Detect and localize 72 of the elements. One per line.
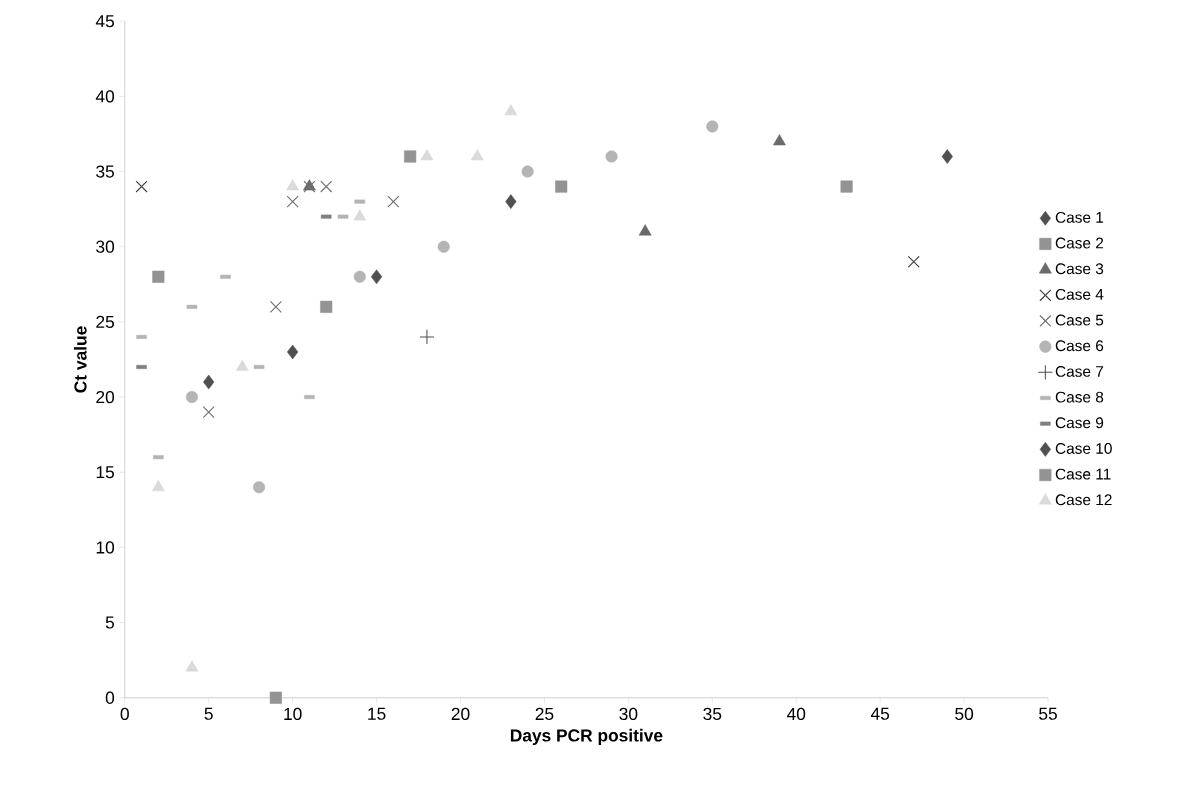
- point: [353, 209, 367, 221]
- y-tick-label: 0: [105, 691, 115, 704]
- legend-label: Case 6: [1055, 340, 1104, 351]
- legend-label: Case 1: [1055, 211, 1104, 223]
- x-tick-label: 50: [955, 707, 974, 720]
- point: [286, 179, 300, 191]
- point: [320, 180, 333, 193]
- legend-label: Case 4: [1055, 288, 1104, 300]
- point: [269, 691, 282, 704]
- point: [151, 479, 165, 491]
- x-tick-label: 40: [786, 707, 806, 720]
- point: [203, 374, 215, 390]
- legend-label: Case 8: [1055, 391, 1104, 403]
- y-tick-label: 25: [96, 315, 115, 328]
- point: [320, 300, 333, 313]
- point: [202, 405, 215, 418]
- point: [437, 240, 450, 253]
- y-tick-label: 35: [96, 165, 115, 178]
- point: [419, 329, 435, 345]
- x-tick-label: 10: [284, 707, 302, 720]
- point: [521, 165, 534, 178]
- x-tick-label: 20: [451, 707, 470, 720]
- point: [135, 180, 148, 193]
- y-tick-label: 45: [95, 14, 115, 28]
- point: [555, 180, 568, 193]
- point: [185, 660, 199, 672]
- point: [605, 150, 618, 163]
- point: [420, 148, 434, 161]
- legend-label: Case 11: [1055, 468, 1111, 480]
- point: [404, 150, 417, 163]
- point: [353, 270, 366, 283]
- y-tick-label: 40: [95, 90, 115, 103]
- point: [286, 195, 299, 208]
- x-axis-title: Days PCR positive: [510, 728, 663, 745]
- point: [638, 224, 652, 236]
- legend-label: Case 5: [1055, 314, 1104, 326]
- y-axis-title: Ct value: [73, 326, 87, 393]
- point: [470, 148, 484, 161]
- legend-label: Case 7: [1055, 365, 1104, 377]
- point: [505, 194, 517, 209]
- x-tick-label: 35: [703, 707, 722, 720]
- x-tick-label: 25: [535, 707, 554, 720]
- legend-label: Case 3: [1055, 263, 1104, 274]
- point: [253, 481, 266, 494]
- point: [185, 390, 198, 403]
- point: [840, 180, 853, 193]
- legend-label: Case 10: [1055, 442, 1112, 454]
- point: [941, 148, 953, 164]
- legend-label: Case 2: [1055, 237, 1104, 249]
- x-tick-label: 15: [368, 707, 386, 720]
- point: [287, 344, 299, 360]
- point: [152, 270, 165, 283]
- x-tick-label: 5: [204, 707, 213, 720]
- x-tick-label: 55: [1039, 707, 1057, 720]
- x-tick-label: 45: [870, 707, 890, 720]
- y-tick-label: 10: [96, 541, 115, 554]
- point: [773, 133, 786, 146]
- point: [235, 359, 249, 371]
- point: [504, 103, 518, 115]
- point: [387, 195, 400, 208]
- point: [907, 255, 920, 268]
- y-tick-label: 5: [105, 616, 115, 629]
- x-tick-label: 0: [120, 707, 129, 720]
- point: [706, 120, 719, 133]
- point: [269, 300, 282, 313]
- legend-label: Case 12: [1055, 494, 1112, 506]
- y-tick-label: 20: [96, 390, 115, 403]
- x-tick-label: 30: [619, 707, 638, 720]
- y-tick-label: 15: [96, 465, 115, 479]
- point: [371, 269, 383, 284]
- y-tick-label: 30: [96, 240, 115, 253]
- legend-label: Case 9: [1055, 417, 1104, 428]
